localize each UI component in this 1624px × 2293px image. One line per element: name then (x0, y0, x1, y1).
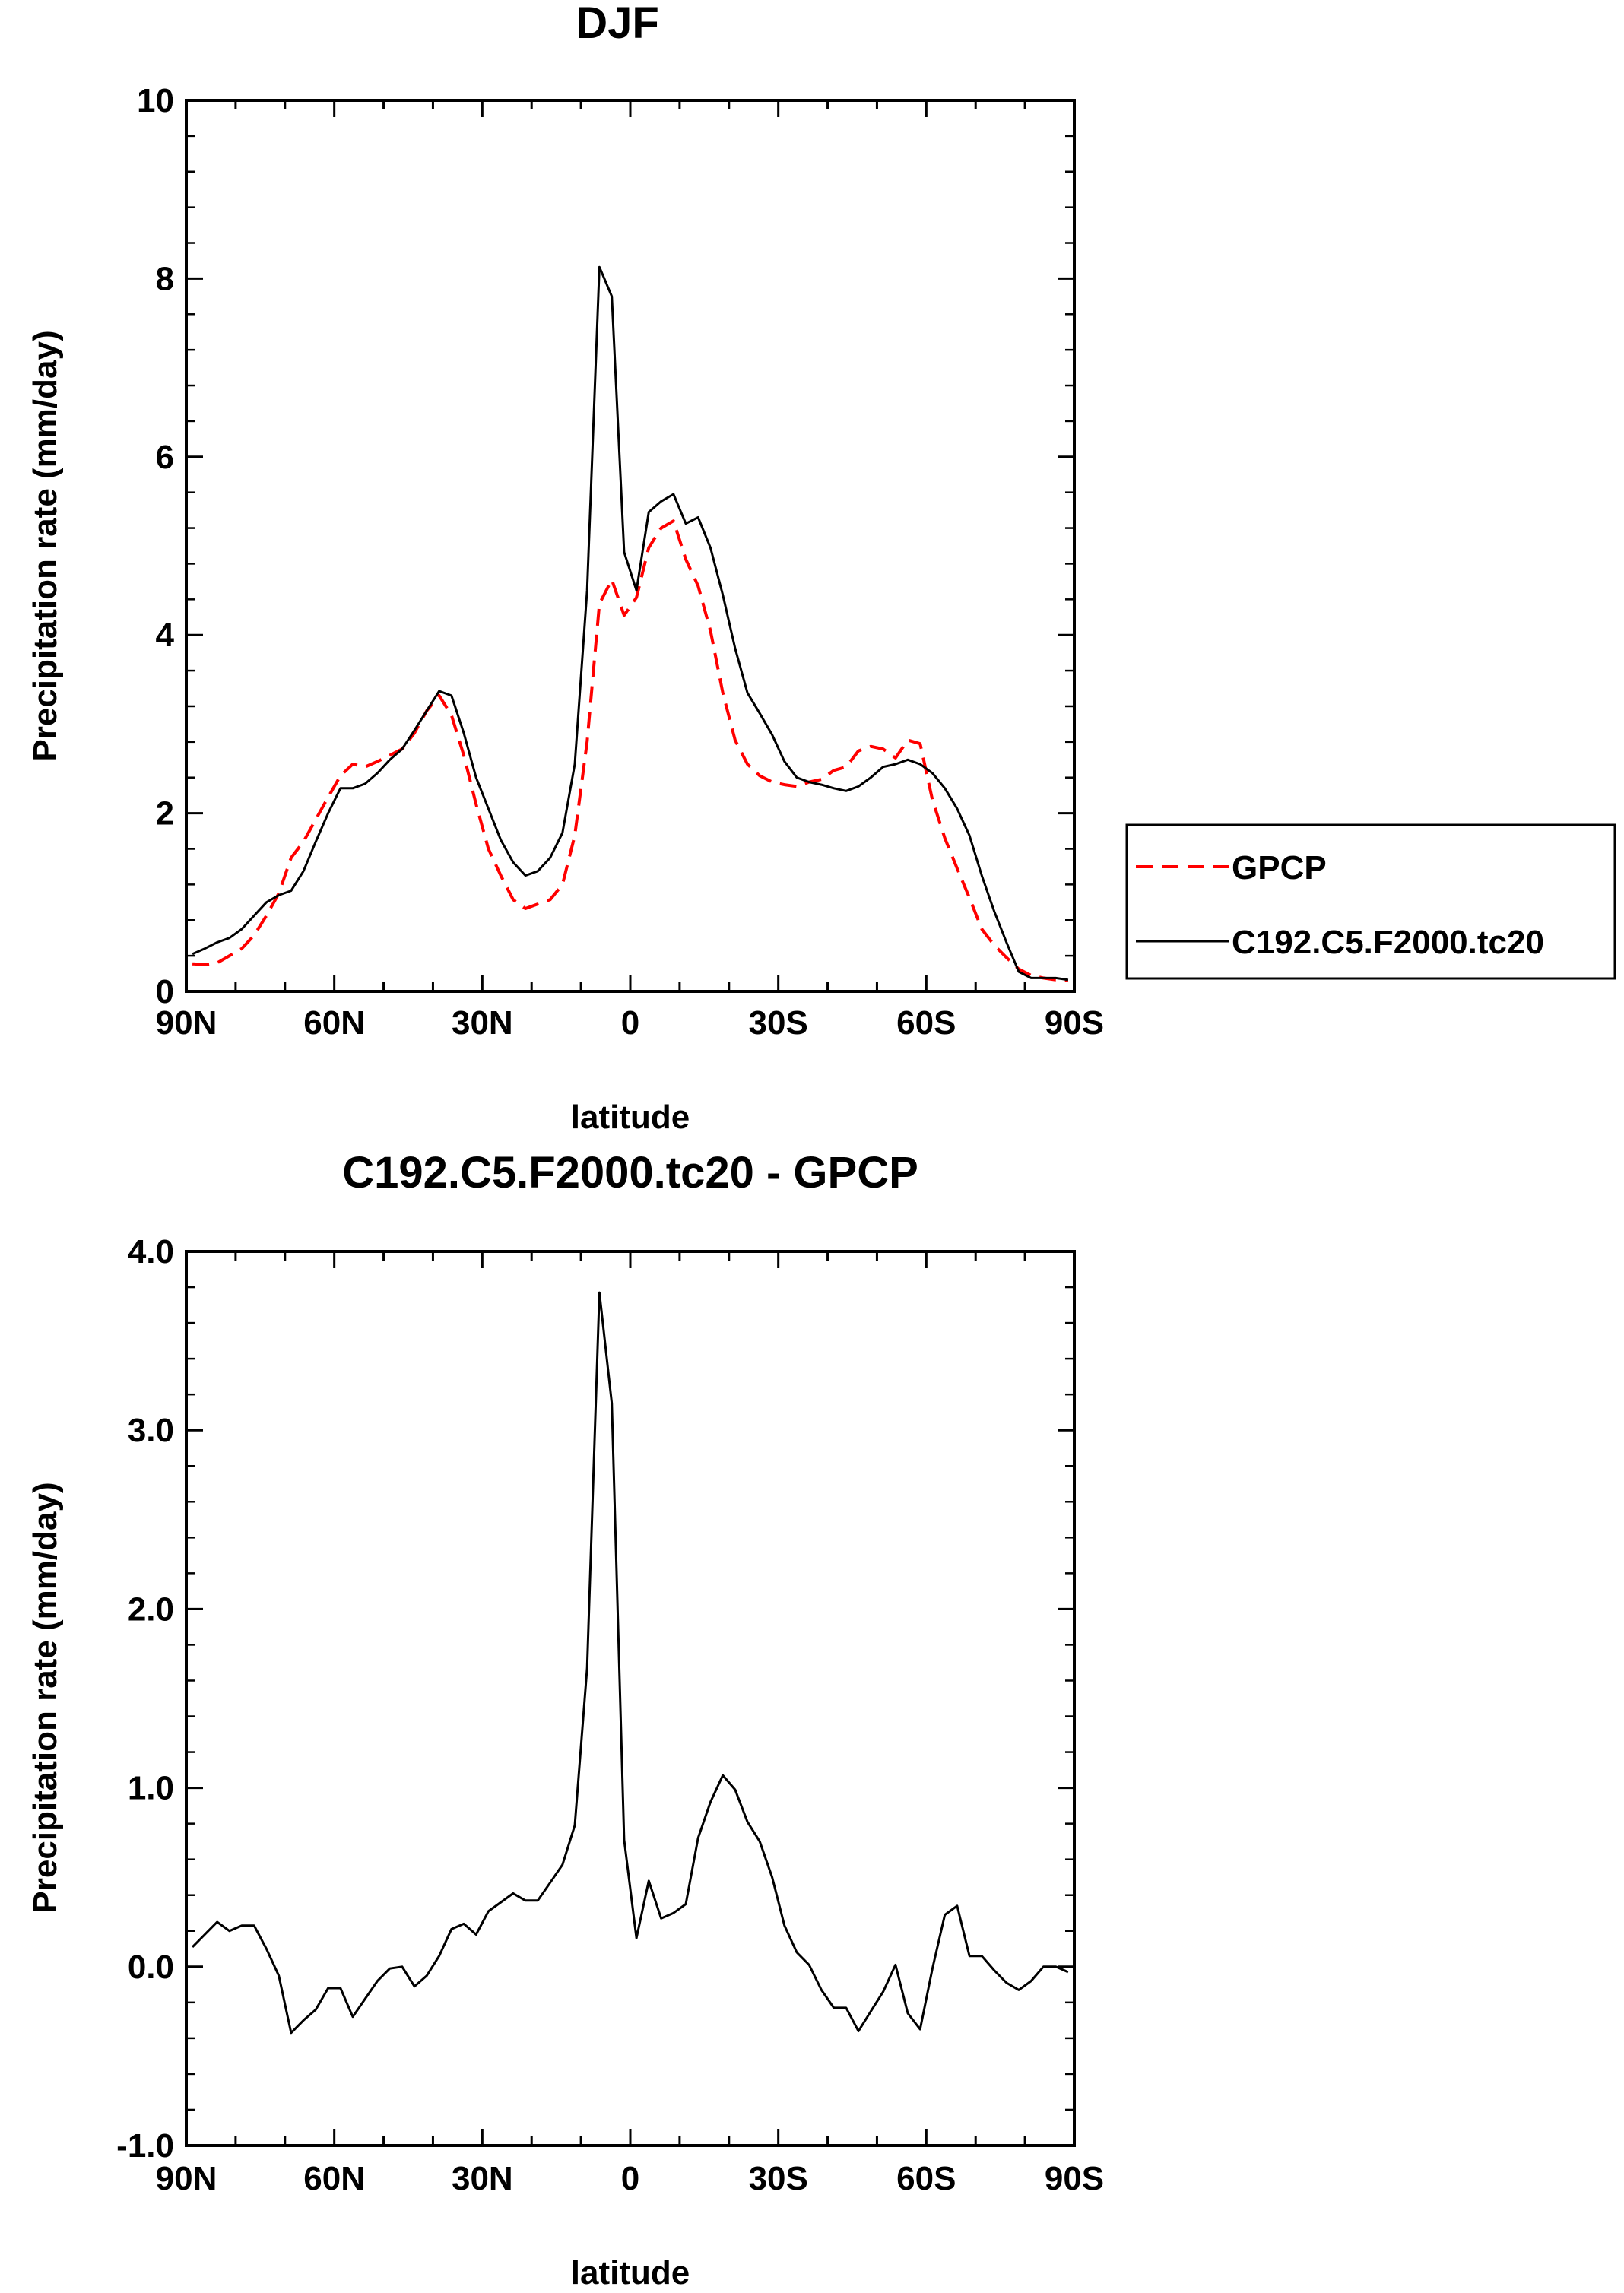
x-tick-label: 30N (452, 1004, 513, 1042)
chart-title: DJF (576, 0, 659, 48)
chart-difference: C192.C5.F2000.tc20 - GPCP 90N 60N 30N 0 30S 6… (27, 1148, 1104, 2291)
x-tick-label: 30N (452, 2160, 513, 2197)
legend-label-model: C192.C5.F2000.tc20 (1232, 924, 1544, 961)
y-tick-label: 0 (156, 973, 174, 1010)
legend-box (1125, 823, 1616, 980)
y-axis-label: Precipitation rate (mm/day) (27, 330, 64, 761)
x-tick-label: 60N (303, 2160, 365, 2197)
x-tick-label: 90S (1045, 2160, 1104, 2197)
y-tick-label: 3.0 (128, 1412, 174, 1449)
chart-title: C192.C5.F2000.tc20 - GPCP (342, 1148, 918, 1197)
y-tick-label: 2.0 (128, 1591, 174, 1628)
y-tick-label: -1.0 (116, 2127, 174, 2165)
x-tick-label: 60N (303, 1004, 365, 1042)
y-tick-label: 8 (156, 260, 174, 297)
plot-frame (185, 1250, 1076, 2147)
series-line-c192-c5-f2000-tc20 (192, 265, 1069, 982)
x-tick-label: 0 (621, 1004, 639, 1042)
x-tick-label: 60S (896, 1004, 956, 1042)
y-axis-label: Precipitation rate (mm/day) (27, 1482, 64, 1913)
chart-djf: DJF 90N 60N 30N 0 30S 60S 90S 0 2 4 6 8 10 Precipita… (27, 0, 1616, 1136)
x-tick-label: 90N (156, 1004, 217, 1042)
y-tick-label: 1.0 (128, 1770, 174, 1807)
y-tick-label: 6 (156, 439, 174, 476)
y-tick-label: 0.0 (128, 1949, 174, 1986)
x-tick-label: 60S (896, 2160, 956, 2197)
y-tick-label: 10 (137, 82, 174, 119)
series-line-c192-c5-f2000-tc20-gpcp (192, 1291, 1069, 2035)
x-tick-label: 30S (749, 1004, 808, 1042)
y-tick-label: 2 (156, 795, 174, 833)
y-tick-label: 4 (156, 617, 175, 654)
x-axis-label: latitude (571, 2254, 690, 2289)
x-tick-label: 90S (1045, 1004, 1104, 1042)
legend-label-gpcp: GPCP (1232, 849, 1327, 886)
plot-frame (185, 99, 1076, 993)
x-tick-label: 90N (156, 2160, 217, 2197)
x-axis-label: latitude (571, 1099, 690, 1136)
y-tick-label: 4.0 (128, 1233, 174, 1270)
x-tick-label: 30S (749, 2160, 808, 2197)
legend: GPCP C192.C5.F2000.tc20 (1125, 823, 1616, 980)
x-tick-label: 0 (621, 2160, 639, 2197)
